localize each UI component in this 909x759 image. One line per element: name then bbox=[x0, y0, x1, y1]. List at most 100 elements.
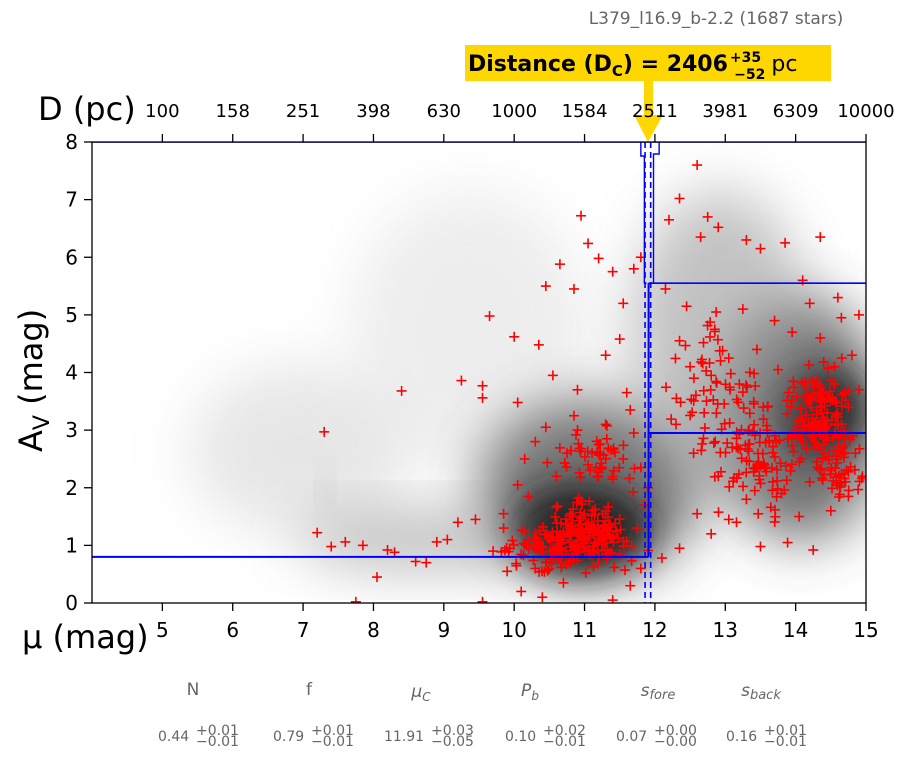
star-point-118 bbox=[628, 428, 639, 439]
cluster-point-390 bbox=[797, 415, 808, 426]
cluster-point-482 bbox=[731, 433, 742, 444]
cluster-point-457 bbox=[733, 443, 744, 454]
cluster-point-419 bbox=[802, 390, 813, 401]
cluster-point-274 bbox=[837, 389, 848, 400]
star-point-19 bbox=[484, 311, 495, 322]
cluster-point-479 bbox=[769, 516, 780, 527]
svg-text:+0.01: +0.01 bbox=[764, 723, 807, 739]
cluster-point-531 bbox=[698, 337, 709, 348]
top-axis: 100 158 251 398 630 1000 1584 2511 3981 6309 10000 bbox=[145, 101, 895, 142]
star-point-110 bbox=[540, 422, 551, 433]
star-point-129 bbox=[537, 592, 548, 603]
cluster-point-377 bbox=[822, 393, 833, 404]
cluster-point-412 bbox=[808, 419, 819, 430]
star-point-37 bbox=[572, 384, 583, 395]
cluster-point-604 bbox=[608, 443, 619, 454]
star-point-133 bbox=[632, 523, 643, 534]
cluster-point-535 bbox=[725, 368, 736, 379]
star-point-98 bbox=[681, 301, 692, 312]
svg-text:−0.01: −0.01 bbox=[764, 734, 807, 750]
distance-arrow-shaft bbox=[644, 81, 653, 115]
distance-err-minus: −52 bbox=[734, 67, 765, 83]
cluster-point-599 bbox=[575, 472, 586, 483]
star-point-12 bbox=[431, 536, 442, 547]
star-point-13 bbox=[442, 534, 453, 545]
star-point-80 bbox=[723, 514, 734, 525]
x-tick-label-8: 13 bbox=[713, 618, 738, 642]
top-tick-label-7: 2511 bbox=[632, 101, 678, 122]
star-point-44 bbox=[713, 222, 724, 233]
cluster-point-619 bbox=[828, 445, 839, 456]
cluster-point-422 bbox=[767, 485, 778, 496]
cluster-point-634 bbox=[836, 478, 847, 489]
cluster-point-183 bbox=[575, 525, 586, 536]
star-point-75 bbox=[755, 541, 766, 552]
param-name-n: N bbox=[187, 680, 200, 700]
star-point-124 bbox=[498, 508, 509, 519]
cluster-point-288 bbox=[854, 443, 865, 454]
x-tick-label-10: 15 bbox=[853, 618, 878, 642]
cluster-point-536 bbox=[740, 380, 751, 391]
star-point-121 bbox=[600, 419, 611, 430]
cluster-point-639 bbox=[834, 491, 845, 502]
param-value-p-b: 0.10 +0.02 −0.01 bbox=[505, 723, 586, 750]
cluster-point-253 bbox=[536, 566, 547, 577]
cluster-point-196 bbox=[600, 515, 611, 526]
distance-subscript: C bbox=[612, 62, 623, 80]
cluster-point-199 bbox=[567, 520, 578, 531]
star-point-4 bbox=[357, 540, 368, 551]
star-point-29 bbox=[593, 253, 604, 264]
y-tick-label-1: 1 bbox=[65, 533, 78, 557]
cluster-point-621 bbox=[841, 465, 852, 476]
param-value-mu-c: 11.91 +0.03 −0.05 bbox=[384, 723, 474, 750]
star-point-101 bbox=[797, 436, 808, 447]
cluster-point-399 bbox=[791, 391, 802, 402]
cluster-point-192 bbox=[585, 526, 596, 537]
cluster-point-527 bbox=[744, 367, 755, 378]
cluster-point-620 bbox=[843, 485, 854, 496]
cluster-point-237 bbox=[499, 545, 510, 556]
star-point-34 bbox=[600, 350, 611, 361]
cluster-point-441 bbox=[731, 517, 742, 528]
cluster-point-610 bbox=[594, 462, 605, 473]
cluster-point-232 bbox=[507, 535, 518, 546]
star-point-7 bbox=[382, 544, 393, 555]
star-point-31 bbox=[618, 298, 629, 309]
cluster-point-559 bbox=[749, 368, 760, 379]
cluster-point-495 bbox=[769, 451, 780, 462]
star-point-90 bbox=[846, 350, 857, 361]
cluster-point-583 bbox=[566, 445, 577, 456]
cluster-point-547 bbox=[661, 382, 672, 393]
star-point-41 bbox=[692, 160, 703, 171]
param-name-f: f bbox=[306, 680, 313, 700]
cluster-point-593 bbox=[624, 473, 635, 484]
svg-text:0.44: 0.44 bbox=[158, 729, 189, 745]
star-point-52 bbox=[660, 283, 671, 294]
star-point-40 bbox=[674, 193, 685, 204]
cluster-point-364 bbox=[782, 408, 793, 419]
cluster-point-408 bbox=[817, 387, 828, 398]
x-axis-title: μ (mag) bbox=[22, 618, 149, 656]
cluster-point-630 bbox=[830, 463, 841, 474]
distance-suffix: ) = bbox=[623, 52, 667, 77]
cluster-point-486 bbox=[782, 395, 793, 406]
cluster-point-554 bbox=[690, 390, 701, 401]
cluster-point-115 bbox=[613, 533, 624, 544]
x-tick-label-4: 9 bbox=[437, 618, 450, 642]
star-point-16 bbox=[477, 380, 488, 391]
star-point-123 bbox=[523, 491, 534, 502]
svg-text:11.91: 11.91 bbox=[384, 729, 424, 745]
cluster-point-558 bbox=[731, 394, 742, 405]
cluster-point-347 bbox=[819, 400, 830, 411]
cluster-point-473 bbox=[709, 471, 720, 482]
cluster-point-411 bbox=[818, 416, 829, 427]
star-point-1 bbox=[312, 527, 323, 538]
cluster-point-333 bbox=[843, 386, 854, 397]
cluster-point-87 bbox=[580, 567, 591, 578]
cluster-point-181 bbox=[603, 521, 614, 532]
cluster-point-189 bbox=[579, 508, 590, 519]
star-point-78 bbox=[656, 553, 667, 564]
cluster-point-107 bbox=[611, 525, 622, 536]
cluster-point-549 bbox=[699, 423, 710, 434]
svg-text:0.10: 0.10 bbox=[505, 729, 536, 745]
